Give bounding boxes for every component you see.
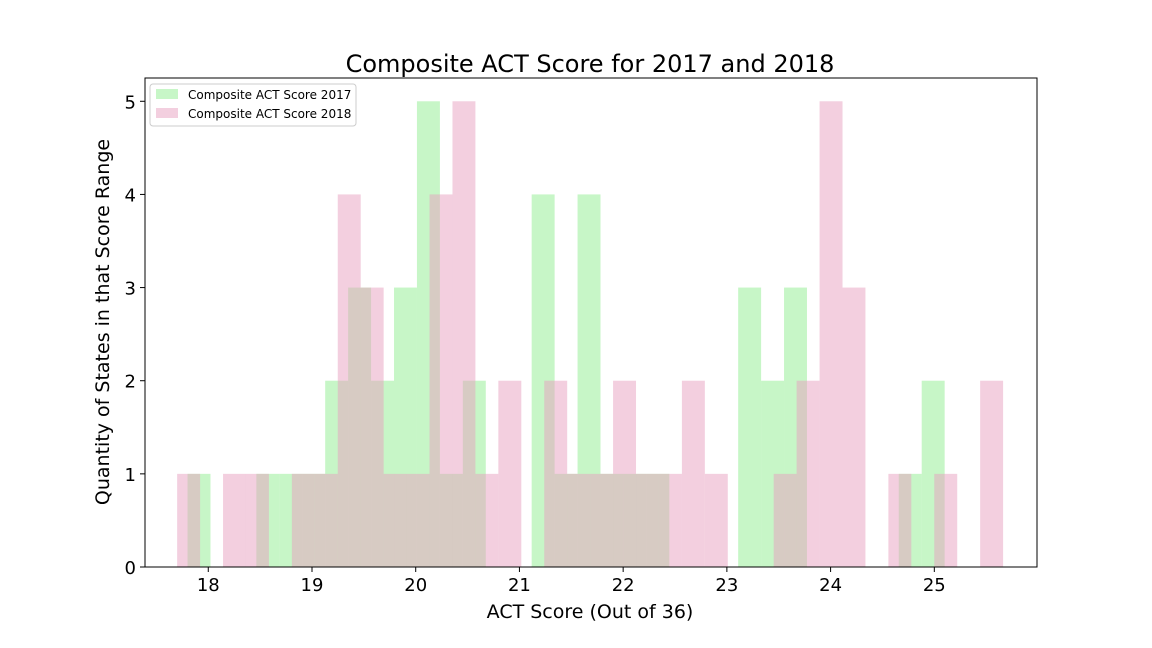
bar-2018-27 (796, 380, 820, 567)
legend-swatch-2017 (156, 89, 178, 99)
bar-2018-16 (544, 380, 568, 567)
bar-2018-11 (429, 194, 453, 567)
x-tick-label: 23 (715, 575, 738, 596)
y-tick-label: 3 (125, 279, 136, 300)
legend-swatch-2018 (156, 108, 178, 118)
bar-2018-26 (773, 473, 797, 567)
y-tick-label: 0 (125, 558, 136, 579)
bar-2018-10 (406, 473, 430, 567)
y-tick-label: 2 (125, 372, 136, 393)
chart-title: Composite ACT Score for 2017 and 2018 (346, 50, 835, 78)
bar-2018-21 (658, 473, 682, 567)
bars-layer (177, 101, 1004, 568)
bar-2018-19 (613, 380, 637, 567)
bar-2018-0 (177, 473, 201, 567)
x-tick-label: 20 (404, 575, 427, 596)
bar-2018-20 (636, 473, 659, 567)
x-tick-label: 22 (612, 575, 635, 596)
bar-2018-31 (888, 473, 912, 567)
y-tick-label: 4 (125, 185, 136, 206)
bar-2018-6 (314, 473, 338, 567)
bar-2018-29 (842, 287, 866, 567)
bar-2018-18 (590, 473, 614, 567)
legend-box (149, 83, 357, 127)
bar-2018-14 (498, 380, 522, 567)
legend-label-2017: Composite ACT Score 2017 (188, 88, 351, 102)
x-tick-label: 21 (508, 575, 531, 596)
bar-2018-23 (704, 473, 728, 567)
legend: Composite ACT Score 2017 Composite ACT S… (149, 83, 357, 127)
x-axis-label: ACT Score (Out of 36) (487, 601, 694, 623)
x-axis-ticks: 18 19 20 21 22 23 24 25 (197, 567, 946, 596)
bar-2018-3 (245, 473, 269, 567)
bar-2018-17 (567, 473, 591, 567)
bar-2017-24 (738, 287, 762, 567)
y-axis-ticks: 0 1 2 3 4 5 (125, 92, 145, 579)
bar-2018-7 (337, 194, 361, 567)
bar-2017-17 (577, 194, 601, 567)
bar-2018-33 (934, 473, 958, 567)
x-tick-label: 18 (197, 575, 220, 596)
bar-2018-2 (223, 473, 246, 567)
bar-2018-8 (360, 287, 384, 567)
y-tick-label: 1 (125, 465, 136, 486)
legend-label-2018: Composite ACT Score 2018 (188, 107, 351, 121)
y-tick-label: 5 (125, 92, 136, 113)
bar-2018-35 (980, 380, 1004, 567)
bar-2018-13 (475, 473, 499, 567)
x-tick-label: 19 (301, 575, 324, 596)
plot-frame (144, 77, 1038, 568)
y-axis-label: Quantity of States in that Score Range (92, 139, 114, 505)
bar-2018-22 (681, 380, 705, 567)
bar-2018-12 (452, 101, 476, 568)
bar-2018-5 (291, 473, 315, 567)
bar-2018-9 (383, 473, 407, 567)
bar-2018-28 (819, 101, 843, 568)
x-tick-label: 25 (923, 575, 946, 596)
x-tick-label: 24 (819, 575, 842, 596)
